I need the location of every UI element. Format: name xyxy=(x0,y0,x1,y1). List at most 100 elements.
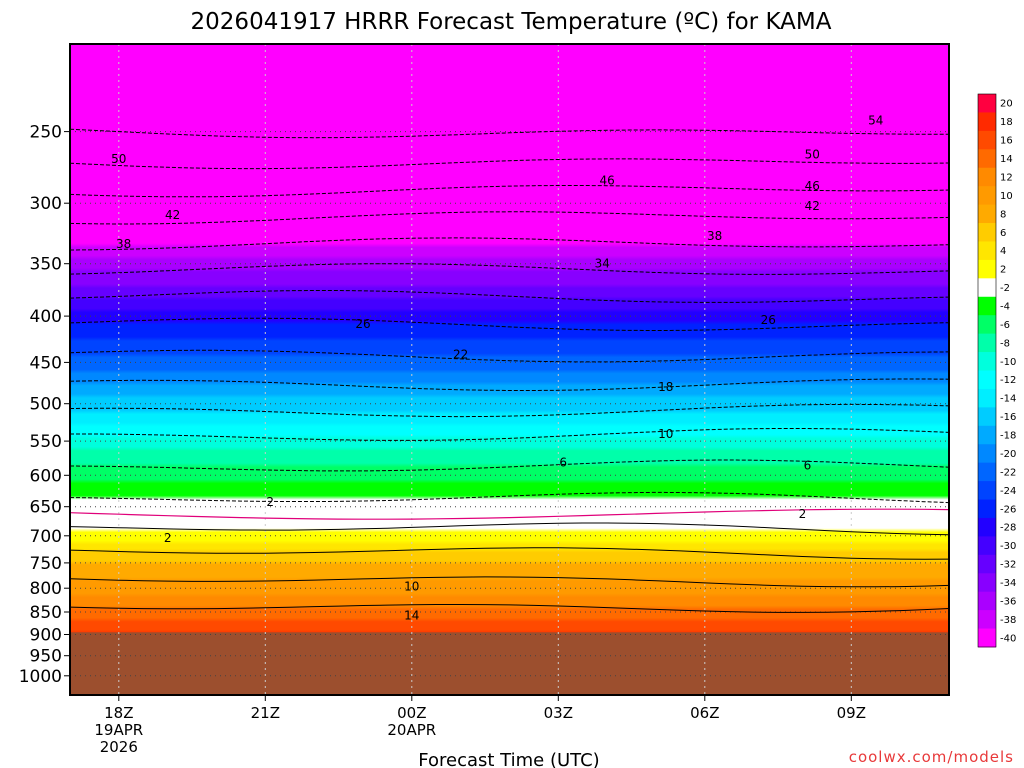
contour-line xyxy=(70,491,949,504)
colorbar-swatch xyxy=(978,130,996,150)
colorbar-frame xyxy=(977,93,997,648)
x-axis-title: Forecast Time (UTC) xyxy=(418,750,599,768)
x-tick-label: 00Z xyxy=(397,704,426,722)
colorbar-swatch xyxy=(978,610,996,629)
colorbar-label: -6 xyxy=(1000,320,1010,331)
colorbar-swatch xyxy=(978,444,996,464)
colorbar-label: -10 xyxy=(1000,357,1016,368)
contour-line xyxy=(70,522,949,536)
colorbar-swatch xyxy=(978,186,996,205)
contour-line xyxy=(70,428,949,441)
colorbar-swatch xyxy=(978,388,996,408)
colorbar-swatch xyxy=(978,241,996,261)
contour-line xyxy=(70,158,949,170)
y-tick-label: 700 xyxy=(30,527,62,547)
colorbar-label: -16 xyxy=(1000,412,1016,423)
y-tick-label: 750 xyxy=(30,554,62,574)
y-tick-label: 900 xyxy=(30,626,62,646)
colorbar-swatch xyxy=(978,259,996,279)
contour-line xyxy=(70,547,949,560)
colorbar-label: -28 xyxy=(1000,523,1016,534)
contour-lines xyxy=(70,128,949,613)
gridlines xyxy=(70,44,949,695)
x-tick-label: 09Z xyxy=(837,704,866,722)
contour-label: 38 xyxy=(116,237,131,251)
colorbar-swatch xyxy=(978,407,996,427)
colorbar-label: -38 xyxy=(1000,615,1016,626)
contour-line xyxy=(70,128,949,139)
colorbar-label: 12 xyxy=(1000,173,1013,184)
contour-label: 46 xyxy=(600,173,615,187)
colorbar-label: 4 xyxy=(1000,246,1006,257)
colorbar-swatch xyxy=(978,499,996,519)
contour-label: 42 xyxy=(805,199,820,213)
y-tick-label: 550 xyxy=(30,432,62,452)
colorbar-swatch xyxy=(978,223,996,242)
colorbar-swatch xyxy=(978,204,996,224)
colorbar-label: -32 xyxy=(1000,560,1016,571)
colorbar-swatch xyxy=(978,481,996,500)
y-tick-label: 650 xyxy=(30,498,62,518)
y-tick-label: 400 xyxy=(30,307,62,327)
colorbar-label: 8 xyxy=(1000,209,1006,220)
contour-label: 50 xyxy=(805,148,820,162)
contour-label: 50 xyxy=(111,152,126,166)
colorbar-label: -36 xyxy=(1000,596,1016,607)
contour-label: 14 xyxy=(404,608,419,622)
temperature-field xyxy=(70,44,949,695)
colorbar-swatch xyxy=(978,628,996,648)
colorbar-label: 20 xyxy=(1000,99,1013,110)
contour-line xyxy=(70,349,949,363)
colorbar-label: -26 xyxy=(1000,504,1016,515)
colorbar-label: -40 xyxy=(1000,633,1016,644)
colorbar-swatch xyxy=(978,370,996,390)
contour-label: 26 xyxy=(355,317,370,331)
freezing-line xyxy=(70,508,949,520)
colorbar-swatch xyxy=(978,94,996,113)
colorbar-swatch xyxy=(978,278,996,298)
y-tick-label: 250 xyxy=(30,123,62,143)
contour-label: 10 xyxy=(658,427,673,441)
y-tick-label: 450 xyxy=(30,353,62,373)
colorbar-swatch xyxy=(978,573,996,593)
y-tick-label: 600 xyxy=(30,466,62,486)
x-tick-label: 21Z xyxy=(251,704,280,722)
colorbar-swatch xyxy=(978,167,996,187)
y-tick-label: 350 xyxy=(30,255,62,275)
colorbar-swatch xyxy=(978,112,996,132)
colorbar-label: -18 xyxy=(1000,431,1016,442)
contour-label: 18 xyxy=(658,380,673,394)
y-tick-label: 1000 xyxy=(19,667,62,687)
contour-line xyxy=(70,263,949,275)
contour-label: 2 xyxy=(164,531,172,545)
x-tick-year: 2026 xyxy=(100,738,138,756)
colorbar-label: 18 xyxy=(1000,117,1013,128)
colorbar-label: -4 xyxy=(1000,302,1010,313)
contour-label: 10 xyxy=(404,579,419,593)
colorbar-label: -8 xyxy=(1000,338,1010,349)
contour-label: 54 xyxy=(868,114,883,128)
contour-label: 46 xyxy=(805,179,820,193)
plot-frame xyxy=(69,43,950,696)
colorbar-swatch xyxy=(978,536,996,556)
y-axis: 250 300 350 400 450 500 550 600 650 700 750 800 850 9… xyxy=(19,123,70,687)
contour-line xyxy=(70,576,949,588)
contour-label: 2 xyxy=(266,495,274,509)
colorbar-label: -2 xyxy=(1000,283,1010,294)
colorbar-label: -34 xyxy=(1000,578,1016,589)
contour-label: 2 xyxy=(799,507,807,521)
contour-line xyxy=(70,237,949,251)
chart-title: 2026041917 HRRR Forecast Temperature (ºC… xyxy=(191,9,832,35)
colorbar-label: 16 xyxy=(1000,136,1013,147)
x-tick-date: 20APR xyxy=(387,721,436,739)
contour-line xyxy=(70,604,949,613)
contour-line xyxy=(70,378,949,391)
colorbar-legend: 20 18 16 14 12 10 8 6 4 2 -2 -4 -6 -8 -10 -12 -14 -16 -18 -… xyxy=(977,93,1016,648)
y-tick-label: 300 xyxy=(30,194,62,214)
y-tick-label: 950 xyxy=(30,647,62,667)
colorbar-swatch xyxy=(978,315,996,335)
